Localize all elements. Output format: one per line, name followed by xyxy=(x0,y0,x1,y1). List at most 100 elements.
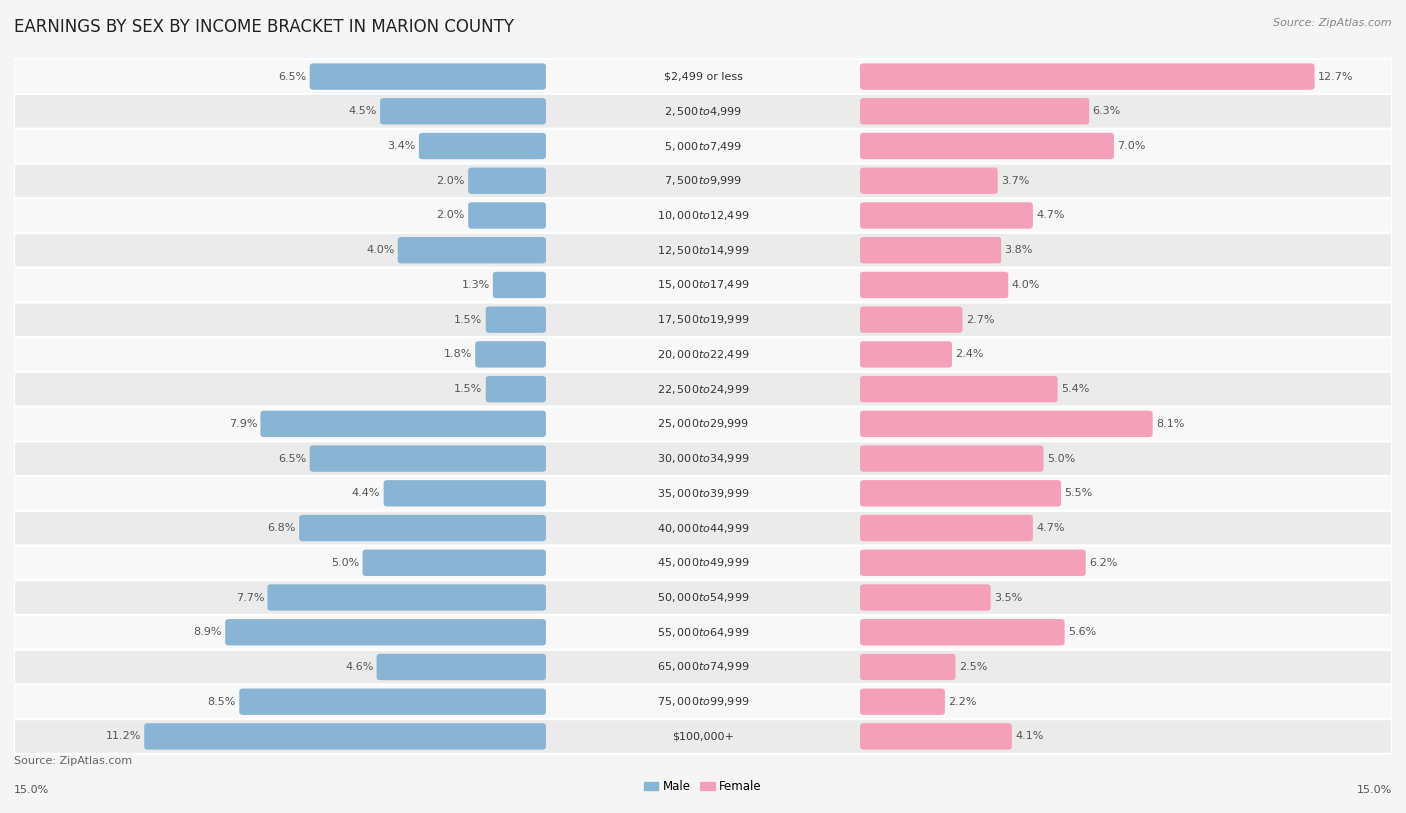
Text: 5.4%: 5.4% xyxy=(1060,384,1090,394)
Text: $5,000 to $7,499: $5,000 to $7,499 xyxy=(664,140,742,153)
FancyBboxPatch shape xyxy=(14,267,1392,302)
Text: 1.5%: 1.5% xyxy=(454,315,482,324)
FancyBboxPatch shape xyxy=(14,511,1392,546)
FancyBboxPatch shape xyxy=(239,689,546,715)
FancyBboxPatch shape xyxy=(468,167,546,194)
FancyBboxPatch shape xyxy=(398,237,546,263)
FancyBboxPatch shape xyxy=(860,237,1001,263)
Legend: Male, Female: Male, Female xyxy=(640,776,766,798)
Text: $75,000 to $99,999: $75,000 to $99,999 xyxy=(657,695,749,708)
Text: $65,000 to $74,999: $65,000 to $74,999 xyxy=(657,660,749,673)
Text: 2.5%: 2.5% xyxy=(959,662,987,672)
Text: $17,500 to $19,999: $17,500 to $19,999 xyxy=(657,313,749,326)
FancyBboxPatch shape xyxy=(380,98,546,124)
FancyBboxPatch shape xyxy=(860,63,1315,89)
FancyBboxPatch shape xyxy=(14,59,1392,94)
FancyBboxPatch shape xyxy=(860,133,1114,159)
FancyBboxPatch shape xyxy=(225,619,546,646)
Text: 5.5%: 5.5% xyxy=(1064,489,1092,498)
FancyBboxPatch shape xyxy=(267,585,546,611)
FancyBboxPatch shape xyxy=(860,654,956,680)
Text: 6.8%: 6.8% xyxy=(267,523,295,533)
FancyBboxPatch shape xyxy=(860,724,1012,750)
FancyBboxPatch shape xyxy=(860,515,1033,541)
Text: $50,000 to $54,999: $50,000 to $54,999 xyxy=(657,591,749,604)
Text: $55,000 to $64,999: $55,000 to $64,999 xyxy=(657,626,749,639)
Text: 5.0%: 5.0% xyxy=(1046,454,1076,463)
Text: 4.7%: 4.7% xyxy=(1036,211,1064,220)
FancyBboxPatch shape xyxy=(14,372,1392,406)
FancyBboxPatch shape xyxy=(363,550,546,576)
FancyBboxPatch shape xyxy=(860,376,1057,402)
FancyBboxPatch shape xyxy=(860,167,998,194)
FancyBboxPatch shape xyxy=(309,446,546,472)
Text: 12.7%: 12.7% xyxy=(1317,72,1354,81)
Text: 4.0%: 4.0% xyxy=(366,246,395,255)
Text: 8.9%: 8.9% xyxy=(194,628,222,637)
Text: 3.4%: 3.4% xyxy=(387,141,416,151)
FancyBboxPatch shape xyxy=(14,615,1392,650)
Text: EARNINGS BY SEX BY INCOME BRACKET IN MARION COUNTY: EARNINGS BY SEX BY INCOME BRACKET IN MAR… xyxy=(14,18,515,36)
FancyBboxPatch shape xyxy=(14,685,1392,719)
FancyBboxPatch shape xyxy=(485,376,546,402)
FancyBboxPatch shape xyxy=(860,307,963,333)
Text: 2.4%: 2.4% xyxy=(955,350,984,359)
FancyBboxPatch shape xyxy=(860,585,991,611)
Text: 5.6%: 5.6% xyxy=(1067,628,1097,637)
FancyBboxPatch shape xyxy=(309,63,546,89)
Text: Source: ZipAtlas.com: Source: ZipAtlas.com xyxy=(1274,18,1392,28)
Text: 5.0%: 5.0% xyxy=(330,558,360,567)
Text: $10,000 to $12,499: $10,000 to $12,499 xyxy=(657,209,749,222)
FancyBboxPatch shape xyxy=(14,337,1392,372)
FancyBboxPatch shape xyxy=(377,654,546,680)
Text: 6.3%: 6.3% xyxy=(1092,107,1121,116)
FancyBboxPatch shape xyxy=(860,689,945,715)
Text: 6.5%: 6.5% xyxy=(278,454,307,463)
FancyBboxPatch shape xyxy=(14,580,1392,615)
Text: 7.7%: 7.7% xyxy=(236,593,264,602)
FancyBboxPatch shape xyxy=(419,133,546,159)
Text: $40,000 to $44,999: $40,000 to $44,999 xyxy=(657,522,749,535)
FancyBboxPatch shape xyxy=(860,202,1033,228)
FancyBboxPatch shape xyxy=(14,719,1392,754)
Text: 4.5%: 4.5% xyxy=(349,107,377,116)
FancyBboxPatch shape xyxy=(860,272,1008,298)
Text: $45,000 to $49,999: $45,000 to $49,999 xyxy=(657,556,749,569)
Text: Source: ZipAtlas.com: Source: ZipAtlas.com xyxy=(14,756,132,767)
FancyBboxPatch shape xyxy=(14,476,1392,511)
Text: 1.8%: 1.8% xyxy=(444,350,472,359)
FancyBboxPatch shape xyxy=(14,94,1392,128)
FancyBboxPatch shape xyxy=(14,302,1392,337)
Text: $22,500 to $24,999: $22,500 to $24,999 xyxy=(657,383,749,396)
FancyBboxPatch shape xyxy=(860,411,1153,437)
Text: $2,500 to $4,999: $2,500 to $4,999 xyxy=(664,105,742,118)
Text: 4.6%: 4.6% xyxy=(344,662,374,672)
Text: 8.1%: 8.1% xyxy=(1156,419,1184,429)
Text: 15.0%: 15.0% xyxy=(14,785,49,795)
FancyBboxPatch shape xyxy=(14,546,1392,580)
Text: 4.4%: 4.4% xyxy=(352,489,381,498)
Text: 2.7%: 2.7% xyxy=(966,315,994,324)
Text: 1.5%: 1.5% xyxy=(454,384,482,394)
FancyBboxPatch shape xyxy=(14,650,1392,685)
FancyBboxPatch shape xyxy=(468,202,546,228)
Text: 8.5%: 8.5% xyxy=(208,697,236,706)
Text: 4.1%: 4.1% xyxy=(1015,732,1043,741)
Text: 2.0%: 2.0% xyxy=(436,211,465,220)
FancyBboxPatch shape xyxy=(860,619,1064,646)
FancyBboxPatch shape xyxy=(475,341,546,367)
Text: $15,000 to $17,499: $15,000 to $17,499 xyxy=(657,278,749,291)
Text: 1.3%: 1.3% xyxy=(461,280,489,290)
Text: $7,500 to $9,999: $7,500 to $9,999 xyxy=(664,174,742,187)
FancyBboxPatch shape xyxy=(860,550,1085,576)
FancyBboxPatch shape xyxy=(299,515,546,541)
FancyBboxPatch shape xyxy=(485,307,546,333)
Text: $12,500 to $14,999: $12,500 to $14,999 xyxy=(657,244,749,257)
FancyBboxPatch shape xyxy=(860,446,1043,472)
Text: 3.7%: 3.7% xyxy=(1001,176,1029,185)
FancyBboxPatch shape xyxy=(14,198,1392,233)
Text: 3.5%: 3.5% xyxy=(994,593,1022,602)
Text: $2,499 or less: $2,499 or less xyxy=(664,72,742,81)
Text: $25,000 to $29,999: $25,000 to $29,999 xyxy=(657,417,749,430)
FancyBboxPatch shape xyxy=(14,441,1392,476)
